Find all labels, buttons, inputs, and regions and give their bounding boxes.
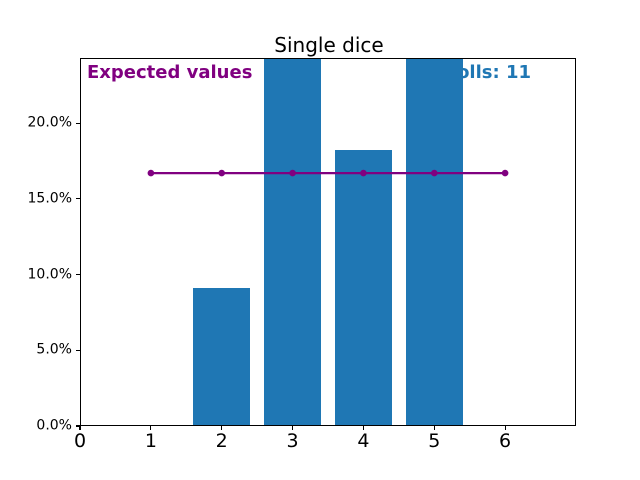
x-tick-mark-3: [292, 426, 294, 430]
rolls-count-label: Rolls: 11: [443, 62, 531, 83]
bar-face-5: [405, 58, 463, 426]
x-tick-label-0: 0: [73, 430, 87, 452]
x-tick-label-4: 4: [357, 430, 370, 452]
y-tick-mark-15.0%: [76, 198, 80, 200]
y-tick-label-5.0%: 5.0%: [36, 341, 72, 358]
y-tick-label-0.0%: 0.0%: [36, 417, 72, 434]
x-tick-label-2: 2: [215, 430, 228, 452]
expected-values-label: Expected values: [87, 62, 253, 83]
x-tick-mark-0: [79, 426, 81, 430]
expected-marker-5: [431, 169, 438, 177]
expected-marker-3: [289, 169, 296, 177]
bar-face-3: [264, 58, 321, 426]
y-tick-label-10.0%: 10.0%: [27, 266, 72, 283]
y-tick-label-15.0%: 15.0%: [27, 190, 72, 207]
chart-title: Single dice: [274, 33, 384, 57]
x-tick-mark-4: [362, 426, 364, 430]
y-tick-mark-10.0%: [76, 274, 80, 276]
expected-marker-2: [218, 169, 225, 177]
y-tick-mark-5.0%: [76, 349, 80, 351]
y-tick-mark-0.0%: [76, 425, 80, 427]
bar-face-2: [193, 288, 251, 426]
x-tick-label-6: 6: [499, 430, 512, 452]
x-tick-label-3: 3: [286, 430, 299, 452]
bar-face-4: [335, 150, 392, 426]
x-tick-mark-6: [504, 426, 506, 430]
x-tick-mark-5: [433, 426, 435, 430]
y-tick-mark-20.0%: [76, 122, 80, 124]
expected-marker-6: [501, 169, 509, 177]
y-tick-label-20.0%: 20.0%: [27, 114, 72, 131]
expected-marker-1: [147, 169, 155, 177]
expected-marker-4: [360, 169, 367, 177]
x-tick-mark-1: [150, 426, 152, 430]
x-tick-label-1: 1: [144, 430, 157, 452]
x-tick-mark-2: [221, 426, 223, 430]
x-tick-label-5: 5: [428, 430, 441, 452]
